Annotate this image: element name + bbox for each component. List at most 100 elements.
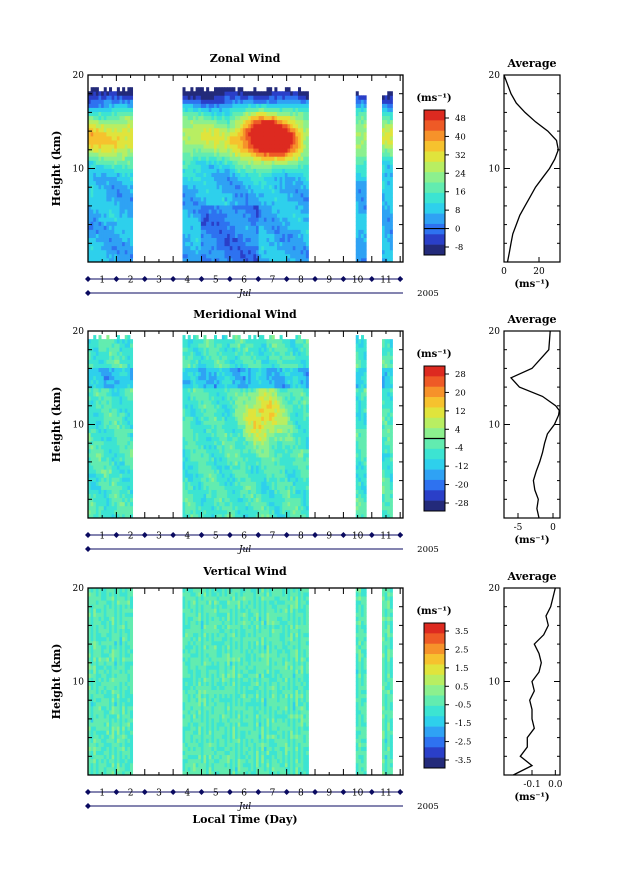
heatmap-cell [120, 441, 123, 445]
heatmap-cell [232, 339, 235, 343]
heatmap-cell [112, 494, 115, 498]
heatmap-cell [91, 209, 94, 213]
heatmap-cell [214, 449, 217, 453]
heatmap-cell [301, 128, 304, 132]
heatmap-cell [274, 254, 277, 258]
profile-y-tick-label: 20 [489, 71, 501, 81]
heatmap-cell [104, 465, 107, 469]
heatmap-cell [364, 120, 367, 124]
heatmap-cell [96, 181, 99, 185]
heatmap-cell [261, 189, 264, 193]
heatmap-cell [225, 372, 228, 376]
heatmap-cell [219, 441, 222, 445]
heatmap-cell [190, 140, 193, 144]
heatmap-cell [101, 461, 104, 465]
heatmap-cell [385, 173, 388, 177]
heatmap-cell [217, 351, 220, 355]
heatmap-cell [274, 128, 277, 132]
heatmap-cell [219, 477, 222, 481]
heatmap-cell [219, 144, 222, 148]
heatmap-cell [240, 205, 243, 209]
heatmap-cell [387, 242, 390, 246]
heatmap-cell [364, 124, 367, 128]
heatmap-cell [101, 351, 104, 355]
heatmap-cell [227, 425, 230, 429]
heatmap-cell [204, 457, 207, 461]
heatmap-cell [122, 502, 125, 506]
heatmap-cell [112, 351, 115, 355]
heatmap-cell [193, 481, 196, 485]
heatmap-cell [214, 396, 217, 400]
heatmap-cell [117, 396, 120, 400]
heatmap-cell [387, 238, 390, 242]
heatmap-cell [222, 437, 225, 441]
heatmap-cell [104, 425, 107, 429]
heatmap-cell [112, 396, 115, 400]
heatmap-cell [295, 108, 298, 112]
heatmap-cell [91, 473, 94, 477]
heatmap-cell [298, 229, 301, 233]
heatmap-cell [93, 453, 96, 457]
heatmap-cell [225, 473, 228, 477]
heatmap-cell [211, 197, 214, 201]
heatmap-cell [232, 201, 235, 205]
heatmap-cell [298, 112, 301, 116]
heatmap-cell [211, 437, 214, 441]
heatmap-cell [272, 238, 275, 242]
heatmap-cell [109, 502, 112, 506]
heatmap-cell [217, 498, 220, 502]
heatmap-cell [117, 445, 120, 449]
heatmap-cell [356, 197, 359, 201]
heatmap-cell [243, 238, 246, 242]
heatmap-cell [290, 116, 293, 120]
heatmap-cell [190, 112, 193, 116]
heatmap-cell [209, 181, 212, 185]
heatmap-cell [183, 506, 186, 510]
heatmap-cell [204, 481, 207, 485]
heatmap-cell [201, 201, 204, 205]
heatmap-cell [96, 217, 99, 221]
heatmap-cell [238, 412, 241, 416]
heatmap-cell [91, 453, 94, 457]
heatmap-cell [235, 108, 238, 112]
heatmap-cell [185, 408, 188, 412]
heatmap-cell [109, 433, 112, 437]
heatmap-cell [117, 112, 120, 116]
heatmap-cell [127, 234, 130, 238]
heatmap-cell [390, 140, 393, 144]
heatmap-cell [112, 372, 115, 376]
heatmap-cell [127, 465, 130, 469]
heatmap-cell [109, 400, 112, 404]
heatmap-cell [93, 372, 96, 376]
heatmap-cell [122, 189, 125, 193]
heatmap-cell [211, 465, 214, 469]
heatmap-cell [117, 368, 120, 372]
heatmap-cell [230, 469, 233, 473]
heatmap-cell [196, 412, 199, 416]
heatmap-cell [274, 103, 277, 107]
heatmap-cell [193, 376, 196, 380]
heatmap-cell [206, 384, 209, 388]
heatmap-cell [277, 229, 280, 233]
heatmap-cell [125, 164, 128, 168]
heatmap-cell [219, 502, 222, 506]
heatmap-cell [122, 469, 125, 473]
heatmap-cell [361, 242, 364, 246]
heatmap-cell [227, 372, 230, 376]
heatmap-cell [235, 412, 238, 416]
heatmap-cell [204, 502, 207, 506]
day-axis-marker [85, 276, 91, 282]
heatmap-cell [130, 181, 133, 185]
heatmap-cell [185, 477, 188, 481]
heatmap-cell [211, 91, 214, 95]
heatmap-cell [93, 140, 96, 144]
heatmap-cell [130, 404, 133, 408]
heatmap-cell [188, 502, 191, 506]
heatmap-cell [204, 506, 207, 510]
heatmap-cell [183, 234, 186, 238]
heatmap-cell [190, 103, 193, 107]
heatmap-cell [120, 234, 123, 238]
heatmap-cell [240, 91, 243, 95]
heatmap-cell [214, 250, 217, 254]
heatmap-cell [301, 225, 304, 229]
